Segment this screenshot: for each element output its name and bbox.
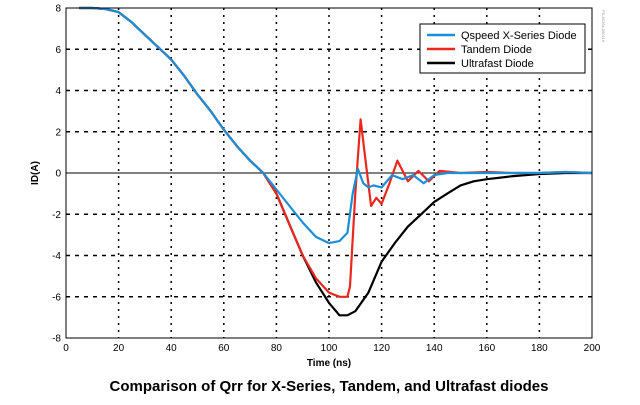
- watermark: PS-8036x-080116: [601, 10, 606, 43]
- y-tick-label: -2: [52, 210, 61, 221]
- x-tick-label: 180: [531, 343, 548, 354]
- legend-label-qspeed: Qspeed X-Series Diode: [461, 30, 577, 42]
- x-tick-label: 80: [271, 343, 283, 354]
- chart-title: Comparison of Qrr for X-Series, Tandem, …: [110, 378, 549, 395]
- y-tick-label: -8: [52, 334, 61, 345]
- y-tick-label: 0: [55, 169, 61, 180]
- y-tick-label: 2: [55, 127, 61, 138]
- plot-frame: [65, 7, 593, 339]
- x-tick-label: 0: [63, 343, 69, 354]
- x-tick-label: 120: [373, 343, 390, 354]
- y-tick-label: -6: [52, 292, 61, 303]
- x-tick-label: 100: [321, 343, 338, 354]
- x-axis-label: Time (ns): [307, 358, 351, 369]
- x-tick-label: 200: [584, 343, 601, 354]
- series-lines: [79, 6, 593, 317]
- legend-label-tandem: Tandem Diode: [461, 44, 532, 56]
- x-tick-label: 40: [166, 343, 178, 354]
- y-tick-label: -4: [52, 251, 61, 262]
- x-tick-label: 60: [218, 343, 230, 354]
- y-axis-label: ID(A): [30, 161, 41, 185]
- legend-label-ultrafast: Ultrafast Diode: [461, 58, 534, 70]
- x-tick-label: 140: [426, 343, 443, 354]
- tick-labels: 0 20 40 60 80 100 120 140 160 180 200 -8 -6 -4 -2 0 2 4 6 8: [52, 4, 601, 355]
- y-tick-label: 4: [55, 86, 61, 97]
- x-tick-label: 20: [113, 343, 125, 354]
- legend: Qspeed X-Series Diode Tandem Diode Ultra…: [419, 23, 586, 74]
- y-tick-label: 8: [55, 4, 61, 15]
- series-line-qspeed-x-series-diode: [79, 6, 593, 245]
- x-tick-label: 160: [478, 343, 495, 354]
- y-tick-label: 6: [55, 45, 61, 56]
